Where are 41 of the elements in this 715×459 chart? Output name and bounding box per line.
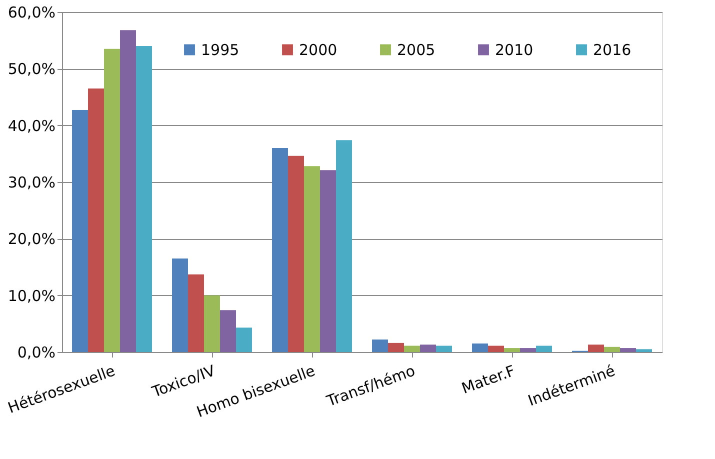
bar <box>536 346 552 352</box>
bar <box>188 274 204 352</box>
bar <box>104 48 120 352</box>
legend-label: 2016 <box>593 40 632 59</box>
y-tick-label: 0,0% <box>17 344 56 362</box>
bar <box>204 295 220 352</box>
bar <box>472 344 488 352</box>
bar <box>288 156 304 352</box>
bar <box>604 346 620 352</box>
bar <box>636 349 652 352</box>
bar <box>488 346 504 352</box>
legend-label: 1995 <box>201 40 240 59</box>
bar <box>404 346 420 352</box>
y-tick-label: 30,0% <box>8 174 56 192</box>
bar <box>504 348 520 352</box>
legend-label: 2000 <box>299 40 338 59</box>
bar <box>120 30 136 352</box>
bar <box>236 328 252 352</box>
bar <box>436 346 452 352</box>
bar <box>320 170 336 352</box>
bar <box>72 110 88 352</box>
bar <box>620 348 636 352</box>
bar <box>420 344 436 352</box>
y-tick-label: 40,0% <box>8 116 56 135</box>
bar <box>336 140 352 352</box>
bar <box>88 88 104 352</box>
bar <box>520 348 536 352</box>
y-tick-label: 50,0% <box>8 60 56 78</box>
bar <box>304 166 320 352</box>
bar <box>172 258 188 352</box>
bar <box>372 340 388 352</box>
bar <box>388 342 404 352</box>
bar <box>272 148 288 352</box>
bar <box>588 344 604 352</box>
legend-label: 2010 <box>495 40 534 59</box>
y-tick-label: 20,0% <box>8 230 56 248</box>
legend-label: 2005 <box>397 40 436 59</box>
y-tick-label: 10,0% <box>8 286 56 305</box>
y-tick-label: 60,0% <box>8 4 56 22</box>
bar <box>220 310 236 352</box>
bar <box>136 46 152 352</box>
